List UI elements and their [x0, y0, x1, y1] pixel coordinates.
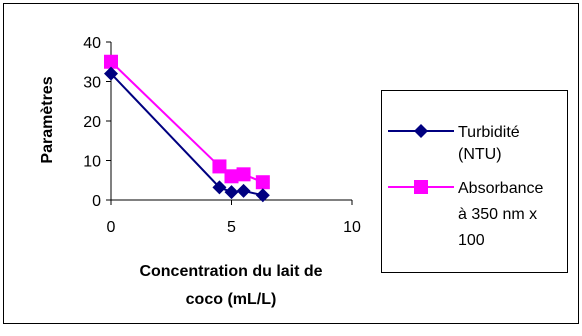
- x-tick-label: 5: [227, 219, 236, 236]
- y-axis-ticks: 0 10 20 30 40: [83, 35, 111, 210]
- y-tick-label: 30: [83, 75, 101, 92]
- legend-label-absorbance-line-3: 100: [458, 232, 485, 249]
- legend-label-turbidite-line-1: Turbidité: [458, 124, 520, 141]
- data-point: [236, 183, 251, 198]
- legend-label-absorbance-line-1: Absorbance: [458, 180, 543, 197]
- data-point: [212, 180, 227, 195]
- data-point: [104, 66, 118, 81]
- y-tick-label: 10: [83, 154, 101, 171]
- data-point: [224, 185, 239, 200]
- y-tick-label: 0: [92, 193, 101, 210]
- y-tick-label: 20: [83, 114, 101, 131]
- legend: Turbidité (NTU) Absorbance à 350 nm x 10…: [381, 90, 568, 273]
- data-point: [104, 54, 118, 69]
- series-layer: [104, 54, 270, 203]
- data-point: [224, 169, 239, 184]
- x-axis-title-line-1: Concentration du lait de: [139, 263, 322, 280]
- legend-entry-turbidite: Turbidité (NTU): [388, 124, 520, 163]
- data-point: [236, 167, 251, 182]
- x-axis-ticks: 0 5 10: [107, 200, 361, 236]
- plot-area: 0 10 20 30 40 0 5 10: [83, 35, 361, 236]
- legend-label-turbidite-line-2: (NTU): [458, 146, 502, 163]
- data-point: [255, 188, 270, 203]
- legend-box: [381, 90, 568, 273]
- legend-label-absorbance-line-2: à 350 nm x: [458, 206, 537, 223]
- legend-marker-absorbance: [414, 180, 428, 194]
- data-point: [255, 175, 270, 190]
- legend-marker-turbidite: [414, 124, 428, 138]
- x-tick-label: 0: [107, 219, 116, 236]
- x-axis-title-line-2: coco (mL/L): [186, 291, 277, 308]
- y-tick-label: 40: [83, 35, 101, 52]
- y-axis-title: Paramètres: [39, 76, 56, 163]
- x-tick-label: 10: [343, 219, 361, 236]
- legend-entry-absorbance: Absorbance à 350 nm x 100: [388, 180, 543, 249]
- data-point: [212, 159, 227, 174]
